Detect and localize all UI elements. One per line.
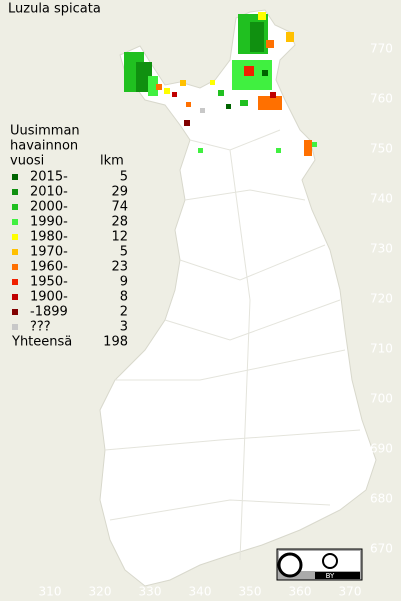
legend-label: 1970- <box>30 245 68 260</box>
y-axis-label: 670 <box>370 542 393 556</box>
legend-count: 3 <box>120 320 128 335</box>
x-axis-label: 310 <box>39 585 62 599</box>
finland-outline <box>99 9 377 587</box>
y-axis-label: 730 <box>370 242 393 256</box>
legend-swatch <box>12 204 18 210</box>
badge-by: BY <box>326 572 335 580</box>
legend-label: 1960- <box>30 260 68 275</box>
legend-count: 29 <box>111 185 128 200</box>
observation-square <box>218 90 224 96</box>
legend-swatch <box>12 189 18 195</box>
observation-square <box>244 66 254 76</box>
observation-square <box>286 32 294 42</box>
y-axis-label: 750 <box>370 142 393 156</box>
legend-label: 2000- <box>30 200 68 215</box>
observation-square <box>210 80 215 85</box>
observation-square <box>250 22 264 52</box>
legend-count: 5 <box>120 245 128 260</box>
y-axis-label: 700 <box>370 392 393 406</box>
x-axis-label: 330 <box>139 585 162 599</box>
legend-swatch <box>12 249 18 255</box>
legend-swatch <box>12 324 18 330</box>
borders <box>104 129 361 561</box>
x-axis-label: 340 <box>189 585 212 599</box>
observation-square <box>266 40 274 48</box>
legend-label: ??? <box>30 320 51 335</box>
legend-swatch <box>12 279 18 285</box>
legend-swatch <box>12 294 18 300</box>
observation-square <box>184 120 190 126</box>
observation-square <box>240 100 248 106</box>
observation-square <box>200 108 205 113</box>
observation-square <box>304 140 312 156</box>
legend-swatch <box>12 174 18 180</box>
y-axis-label: 710 <box>370 342 393 356</box>
observation-square <box>172 92 177 97</box>
observation-square <box>312 142 317 147</box>
observation-squares <box>124 12 317 156</box>
legend-count-header: lkm <box>100 154 124 169</box>
x-axis-label: 360 <box>289 585 312 599</box>
legend-count: 8 <box>120 290 128 305</box>
legend-count: 28 <box>111 215 128 230</box>
observation-square <box>198 148 203 153</box>
legend-label: 2015- <box>30 170 68 185</box>
legend-count: 2 <box>120 305 128 320</box>
legend-total: 198 <box>103 335 128 350</box>
legend-label: 1950- <box>30 275 68 290</box>
legend-heading: havainnon <box>10 139 78 154</box>
legend-label: 1900- <box>30 290 68 305</box>
legend-count: 74 <box>111 200 128 215</box>
legend-swatch <box>12 219 18 225</box>
legend-total-label: Yhteensä <box>11 335 72 350</box>
y-axis-label: 770 <box>370 42 393 56</box>
observation-square <box>270 92 276 98</box>
observation-square <box>258 96 282 110</box>
legend-label: 2010- <box>30 185 68 200</box>
y-axis-label: 680 <box>370 492 393 506</box>
observation-square <box>226 104 231 109</box>
by-icon <box>322 553 338 569</box>
y-axis-label: 760 <box>370 92 393 106</box>
y-axis-label: 690 <box>370 442 393 456</box>
legend-count: 5 <box>120 170 128 185</box>
badge-bar <box>315 572 360 579</box>
x-axis-label: 350 <box>239 585 262 599</box>
y-axis-label: 740 <box>370 192 393 206</box>
legend-swatch <box>12 234 18 240</box>
observation-square <box>276 148 281 153</box>
legend-swatch <box>12 264 18 270</box>
observation-square <box>258 12 266 20</box>
legend-label: -1899 <box>30 305 68 320</box>
y-axis-label: 720 <box>370 292 393 306</box>
observation-square <box>180 80 186 86</box>
observation-square <box>186 102 191 107</box>
observation-square <box>164 88 170 94</box>
legend-count: 9 <box>120 275 128 290</box>
legend-heading: Uusimman <box>10 124 80 139</box>
x-axis-label: 320 <box>89 585 112 599</box>
observation-square <box>148 76 158 96</box>
cc-badge: BY <box>276 548 363 581</box>
legend-heading: vuosi <box>10 154 44 169</box>
legend-count: 12 <box>111 230 128 245</box>
legend-label: 1980- <box>30 230 68 245</box>
legend-count: 23 <box>111 260 128 275</box>
title: Luzula spicata <box>8 2 101 17</box>
legend-swatch <box>12 309 18 315</box>
x-axis-label: 370 <box>339 585 362 599</box>
observation-square <box>156 84 162 90</box>
legend-label: 1990- <box>30 215 68 230</box>
observation-square <box>262 70 268 76</box>
cc-icon <box>277 552 303 578</box>
